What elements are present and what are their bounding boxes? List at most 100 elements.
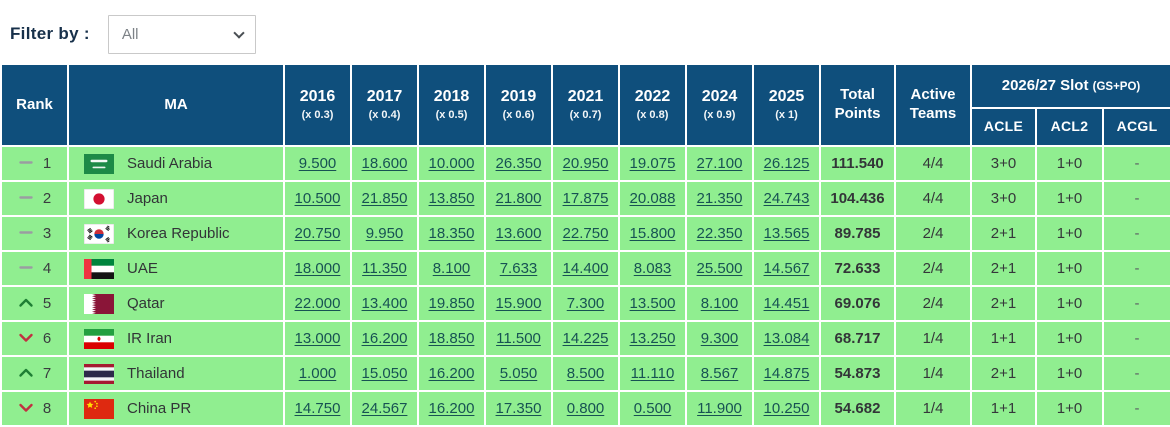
- score-link[interactable]: 22.000: [294, 295, 341, 312]
- score-link[interactable]: 25.500: [696, 260, 743, 277]
- score-link[interactable]: 13.250: [629, 330, 676, 347]
- ma-cell: UAE: [67, 250, 285, 287]
- score-link[interactable]: 5.050: [499, 365, 538, 382]
- score-link[interactable]: 15.050: [361, 365, 408, 382]
- score-link[interactable]: 11.900: [697, 400, 742, 417]
- score-link[interactable]: 24.743: [763, 190, 810, 207]
- score-link[interactable]: 13.600: [495, 225, 542, 242]
- rank-cell: 3: [0, 215, 69, 252]
- score-link[interactable]: 22.750: [562, 225, 609, 242]
- score-link[interactable]: 16.200: [428, 400, 475, 417]
- score-link[interactable]: 18.850: [428, 330, 475, 347]
- score-cell: 27.100: [685, 145, 754, 182]
- country-name: China PR: [127, 400, 192, 417]
- trend-same-icon: [18, 190, 34, 207]
- score-link[interactable]: 10.000: [428, 155, 475, 172]
- acle-slot-cell: 2+1: [970, 285, 1037, 322]
- rank-indicator: 8: [2, 400, 67, 417]
- score-link[interactable]: 19.075: [629, 155, 676, 172]
- score-link[interactable]: 14.225: [562, 330, 609, 347]
- score-link[interactable]: 18.600: [361, 155, 408, 172]
- flag-qatar-icon: [84, 293, 114, 314]
- score-link[interactable]: 21.350: [696, 190, 743, 207]
- score-link[interactable]: 14.451: [763, 295, 810, 312]
- rank-cell: 4: [0, 250, 69, 287]
- score-link[interactable]: 11.500: [496, 330, 541, 347]
- score-cell: 14.567: [752, 250, 821, 287]
- rank-number: 6: [42, 330, 52, 347]
- ma-cell: Qatar: [67, 285, 285, 322]
- score-link[interactable]: 10.500: [294, 190, 341, 207]
- score-link[interactable]: 9.950: [365, 225, 404, 242]
- filter-select[interactable]: All: [107, 14, 256, 54]
- score-link[interactable]: 8.083: [633, 260, 672, 277]
- score-link[interactable]: 14.750: [294, 400, 341, 417]
- country-name: Qatar: [127, 295, 165, 312]
- score-link[interactable]: 14.875: [763, 365, 810, 382]
- score-link[interactable]: 0.800: [566, 400, 605, 417]
- score-link[interactable]: 9.500: [298, 155, 337, 172]
- score-link[interactable]: 14.400: [562, 260, 609, 277]
- column-header-acle: ACLE: [970, 107, 1037, 147]
- rank-number: 8: [42, 400, 52, 417]
- score-link[interactable]: 26.125: [763, 155, 810, 172]
- rank-indicator: 4: [2, 260, 67, 277]
- score-link[interactable]: 13.084: [763, 330, 810, 347]
- score-link[interactable]: 24.567: [361, 400, 408, 417]
- score-cell: 9.950: [350, 215, 419, 252]
- score-link[interactable]: 14.567: [763, 260, 810, 277]
- score-cell: 11.110: [618, 355, 687, 392]
- score-link[interactable]: 20.950: [562, 155, 609, 172]
- score-cell: 16.200: [350, 320, 419, 357]
- score-cell: 14.225: [551, 320, 620, 357]
- score-cell: 21.800: [484, 180, 553, 217]
- score-link[interactable]: 20.750: [294, 225, 341, 242]
- score-link[interactable]: 7.633: [499, 260, 538, 277]
- score-cell: 11.350: [350, 250, 419, 287]
- column-header-2019: 2019 (x 0.6): [484, 63, 553, 147]
- score-link[interactable]: 26.350: [495, 155, 542, 172]
- score-link[interactable]: 21.850: [361, 190, 408, 207]
- score-link[interactable]: 13.500: [629, 295, 676, 312]
- score-link[interactable]: 22.350: [696, 225, 743, 242]
- score-link[interactable]: 17.875: [562, 190, 609, 207]
- score-link[interactable]: 10.250: [763, 400, 810, 417]
- flag-china-pr-icon: [84, 398, 114, 419]
- score-link[interactable]: 18.000: [294, 260, 341, 277]
- acl2-slot-cell: 1+0: [1035, 390, 1104, 427]
- score-link[interactable]: 13.850: [428, 190, 475, 207]
- score-link[interactable]: 13.565: [763, 225, 810, 242]
- score-link[interactable]: 18.350: [428, 225, 475, 242]
- score-link[interactable]: 1.000: [298, 365, 337, 382]
- score-link[interactable]: 17.350: [495, 400, 542, 417]
- score-link[interactable]: 0.500: [633, 400, 672, 417]
- active-teams-cell: 1/4: [894, 390, 972, 427]
- score-cell: 14.451: [752, 285, 821, 322]
- score-link[interactable]: 21.800: [495, 190, 542, 207]
- ma-cell: Saudi Arabia: [67, 145, 285, 182]
- score-link[interactable]: 27.100: [696, 155, 743, 172]
- score-link[interactable]: 15.800: [629, 225, 676, 242]
- score-cell: 22.350: [685, 215, 754, 252]
- score-link[interactable]: 15.900: [495, 295, 542, 312]
- score-link[interactable]: 7.300: [566, 295, 605, 312]
- score-link[interactable]: 8.567: [700, 365, 739, 382]
- score-link[interactable]: 20.088: [629, 190, 676, 207]
- score-link[interactable]: 8.500: [566, 365, 605, 382]
- score-link[interactable]: 8.100: [700, 295, 739, 312]
- score-link[interactable]: 9.300: [700, 330, 739, 347]
- score-link[interactable]: 11.350: [362, 260, 407, 277]
- acle-slot-cell: 3+0: [970, 180, 1037, 217]
- score-link[interactable]: 8.100: [432, 260, 471, 277]
- score-cell: 20.750: [283, 215, 352, 252]
- score-link[interactable]: 16.200: [428, 365, 475, 382]
- score-link[interactable]: 19.850: [428, 295, 475, 312]
- acgl-slot-cell: -: [1101, 320, 1170, 357]
- score-link[interactable]: 13.400: [361, 295, 408, 312]
- score-link[interactable]: 16.200: [361, 330, 408, 347]
- score-link[interactable]: 13.000: [294, 330, 341, 347]
- acgl-slot-cell: -: [1101, 250, 1170, 287]
- score-link[interactable]: 11.110: [630, 365, 675, 382]
- table-row: 4 UAE 18.000 11.350 8.100 7.633 14.400 8.083 25.…: [0, 250, 1170, 287]
- score-cell: 14.400: [551, 250, 620, 287]
